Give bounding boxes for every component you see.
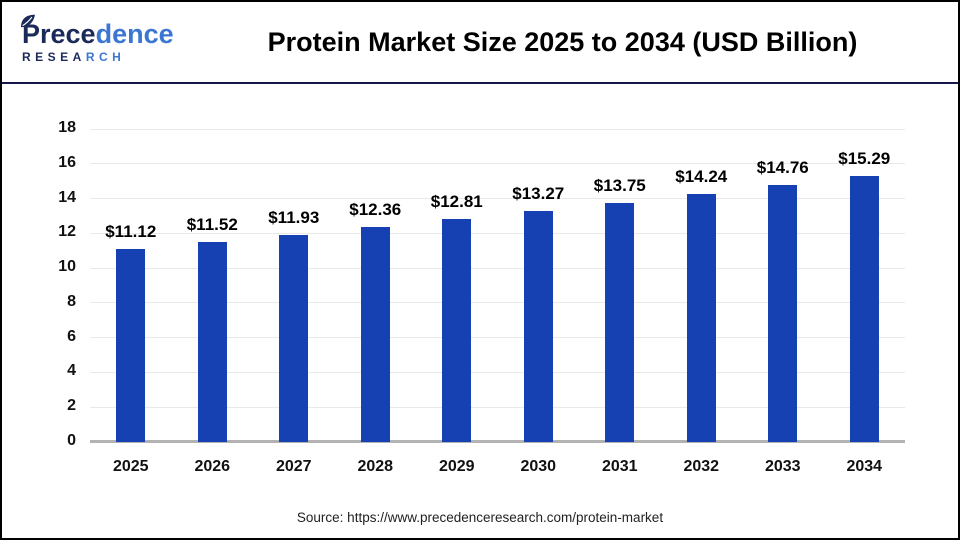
gridline (90, 406, 905, 408)
gridline (90, 337, 905, 339)
gridline (90, 198, 905, 200)
bar-value-label: $12.81 (430, 192, 483, 212)
logo-subtitle: RESEARCH (22, 51, 177, 63)
bar-2025 (116, 248, 146, 442)
leaf-icon (21, 14, 35, 28)
x-axis-tick-label: 2027 (275, 458, 312, 475)
logo-subtitle-dark: RESEA (22, 50, 86, 64)
bar-2032 (686, 194, 716, 442)
bar-value-label: $12.36 (349, 200, 402, 220)
gridline (90, 302, 905, 304)
y-axis-tick-label: 14 (58, 188, 76, 206)
x-axis-tick-label: 2026 (194, 458, 231, 475)
bar-2033 (768, 185, 798, 442)
y-axis-tick-label: 6 (67, 327, 76, 345)
logo-wordmark-light: dence (95, 19, 174, 49)
x-axis-tick-label: 2034 (846, 458, 883, 475)
x-axis-tick-label: 2031 (601, 458, 638, 475)
bar-2026 (197, 241, 227, 442)
bar-2031 (605, 202, 635, 442)
bar-value-label: $11.52 (186, 214, 238, 234)
source-text: Source: https://www.precedenceresearch.c… (296, 510, 664, 525)
header: Precedence RESEARCH Protein Market Size … (2, 2, 958, 84)
bar-value-label: $13.27 (512, 184, 565, 204)
y-axis-tick-label: 12 (58, 223, 76, 241)
bar-value-label: $13.75 (593, 175, 646, 195)
chart-title: Protein Market Size 2025 to 2034 (USD Bi… (267, 26, 858, 57)
x-axis-tick-label: 2033 (764, 458, 801, 475)
bar-value-label: $11.12 (105, 221, 157, 241)
gridline (90, 371, 905, 373)
y-axis-tick-label: 8 (67, 292, 76, 310)
logo-subtitle-light: RCH (85, 50, 126, 64)
bar-value-label: $15.29 (838, 149, 891, 169)
y-axis-tick-label: 0 (67, 432, 76, 449)
bar-2030 (523, 211, 553, 442)
bar-2027 (279, 234, 309, 442)
y-axis-tick-label: 10 (58, 258, 76, 276)
x-axis-tick-label: 2030 (520, 458, 557, 475)
gridline (90, 232, 905, 234)
logo-wordmark: Precedence (22, 21, 177, 48)
x-axis-tick-label: 2029 (438, 458, 475, 475)
bar-2034 (849, 176, 879, 442)
gridline (90, 163, 905, 165)
y-axis-tick-label: 4 (67, 362, 76, 380)
bar-value-label: $14.24 (675, 167, 728, 187)
y-axis-tick-label: 18 (58, 119, 76, 136)
bar-value-label: $14.76 (756, 158, 809, 178)
x-axis-tick-label: 2028 (357, 458, 394, 475)
bar-2029 (442, 219, 472, 442)
bar-value-label: $11.93 (268, 207, 320, 227)
gridline (90, 128, 905, 130)
y-axis-tick-label: 16 (58, 153, 76, 171)
x-axis-line (90, 440, 905, 443)
precedence-research-logo: Precedence RESEARCH (2, 14, 177, 63)
x-axis-tick-label: 2032 (683, 458, 720, 475)
gridline (90, 267, 905, 269)
x-axis-tick-label: 2025 (112, 458, 149, 475)
bar-2028 (360, 227, 390, 442)
y-axis-tick-label: 2 (67, 397, 76, 415)
logo-wordmark-dark: Prece (22, 19, 96, 49)
